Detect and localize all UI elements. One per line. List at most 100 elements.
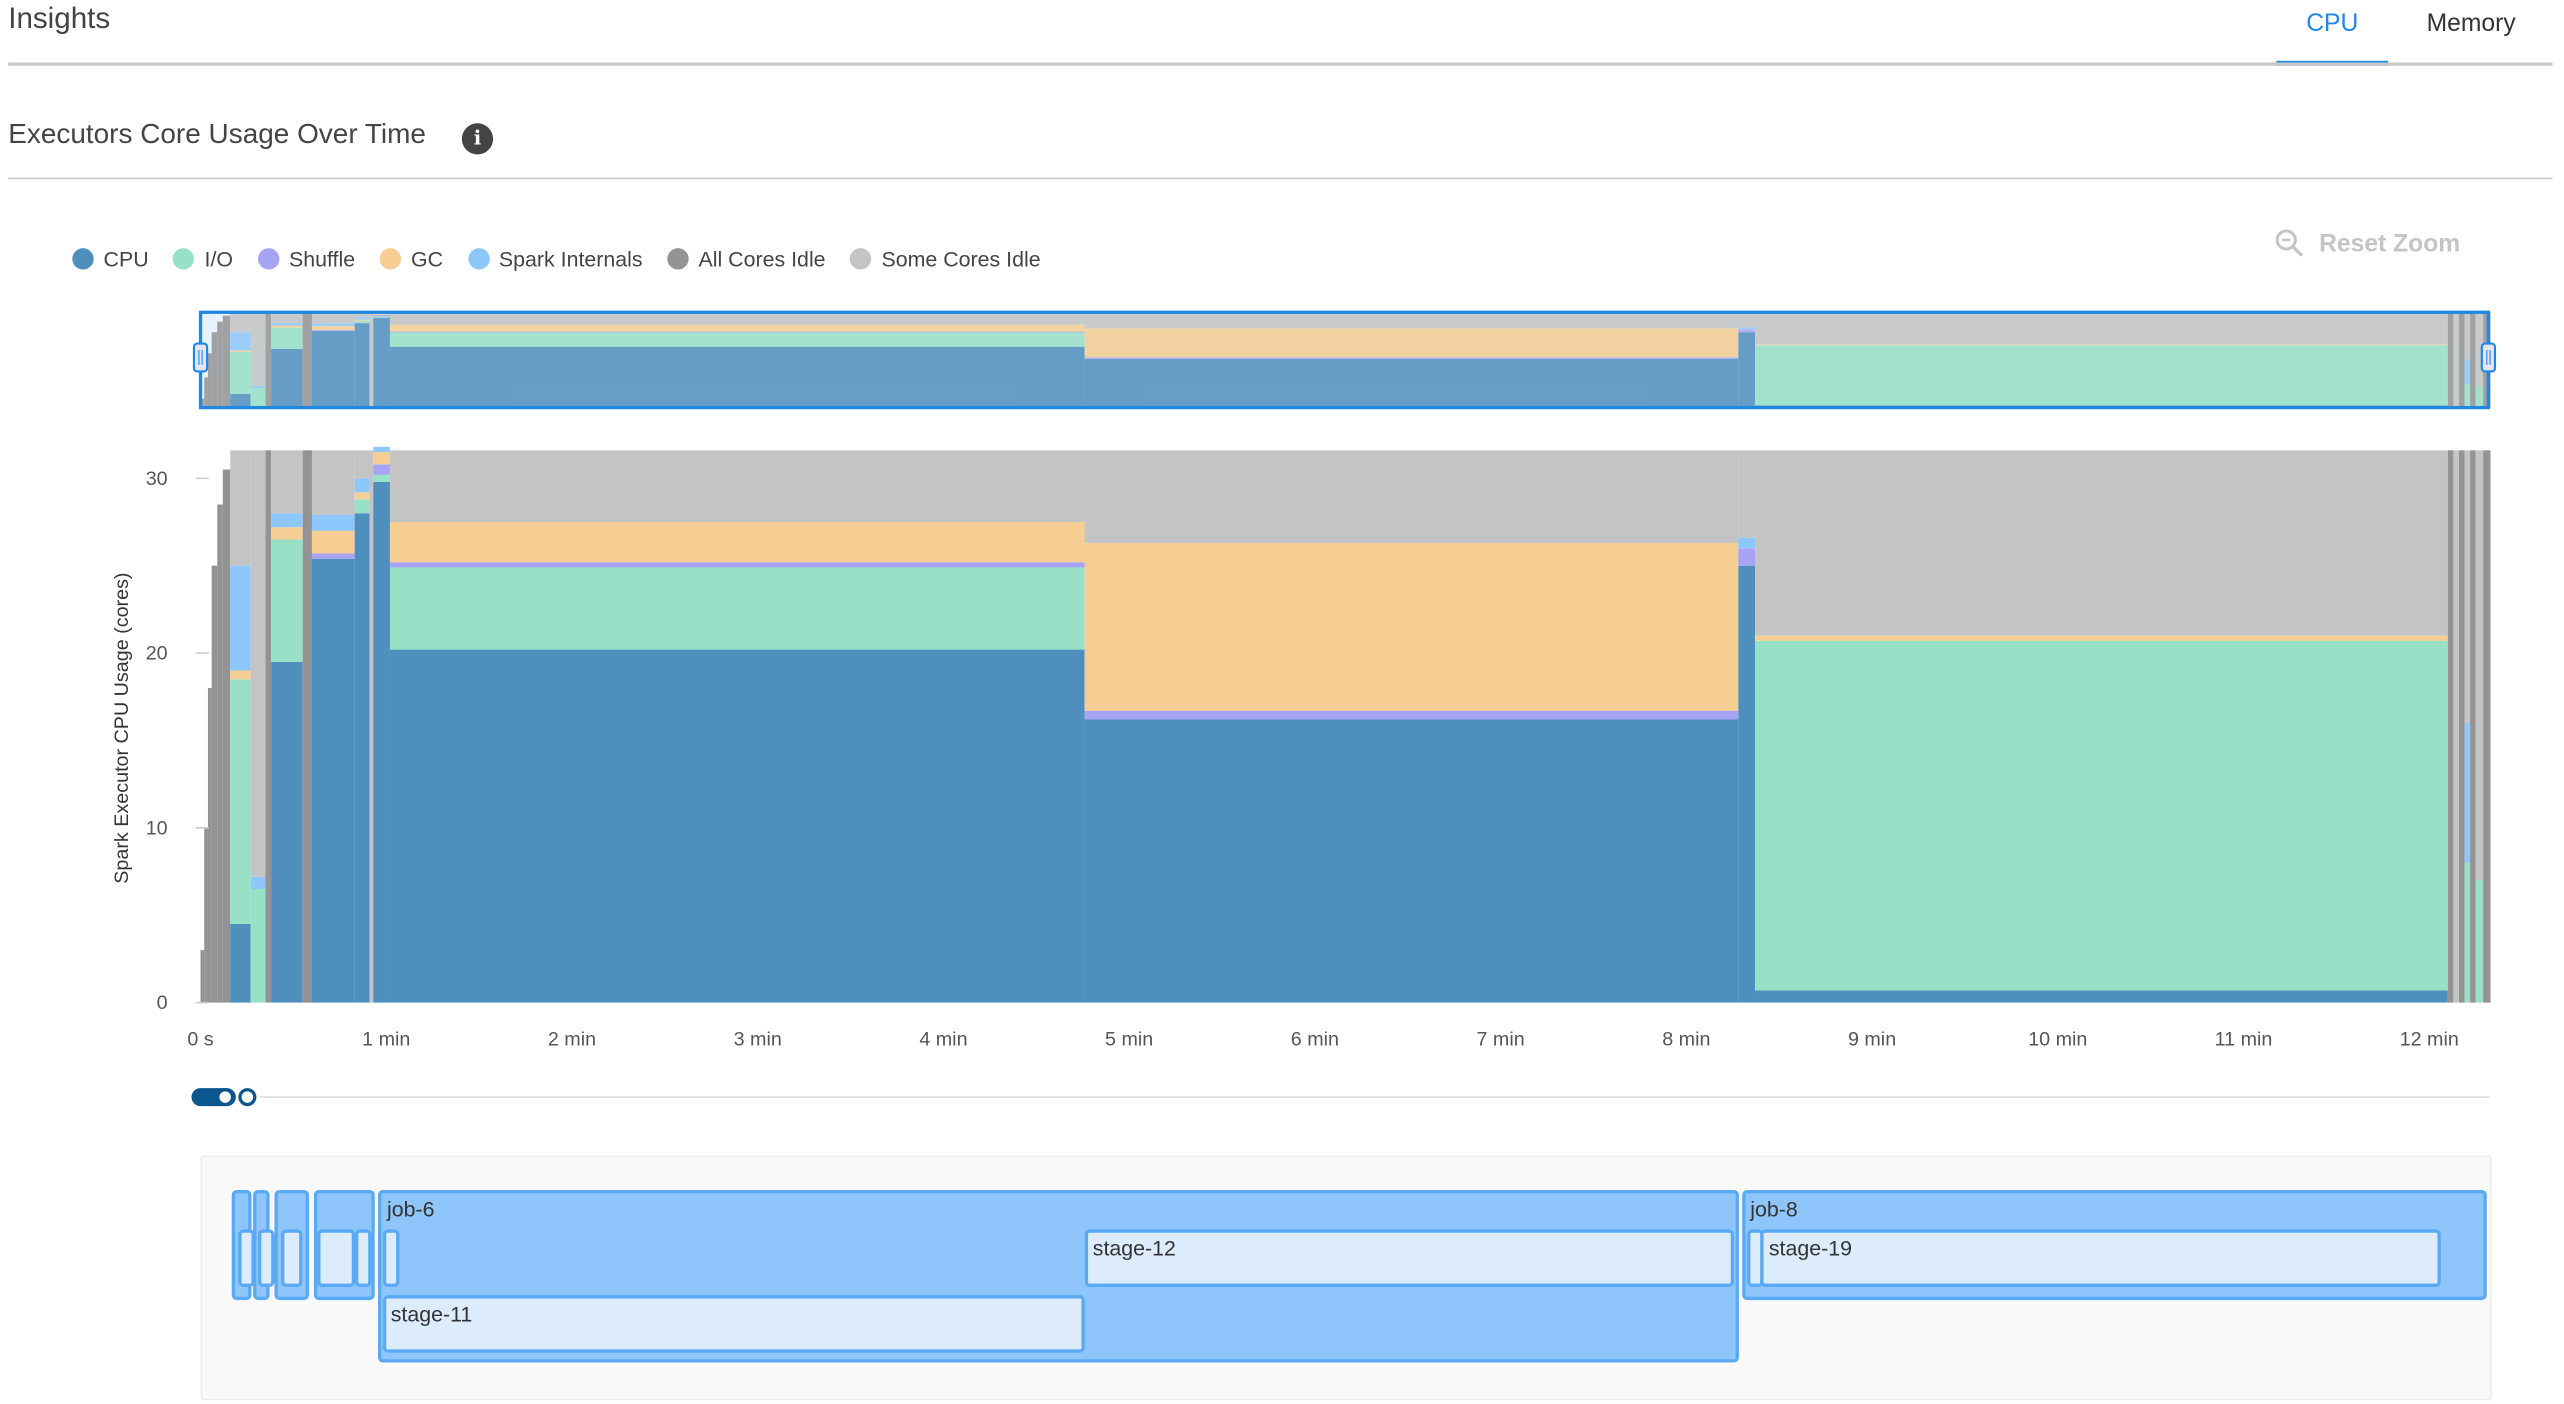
gc-segment — [389, 521, 1085, 563]
x-tick-label: 5 min — [1105, 1028, 1153, 1050]
x-tick-label: 12 min — [2400, 1028, 2459, 1050]
all_idle-segment-navigator — [204, 377, 208, 408]
legend-item-io[interactable]: I/O — [173, 246, 234, 272]
io-segment-navigator — [2475, 386, 2484, 408]
stage-bar[interactable] — [354, 1229, 372, 1287]
some_idle-segment-navigator — [230, 312, 251, 333]
app-title: Insights — [8, 1, 111, 35]
legend-item-all_idle[interactable]: All Cores Idle — [667, 246, 826, 272]
gc-segment-navigator — [271, 325, 303, 328]
some_idle-segment-navigator — [311, 312, 355, 324]
right-navigator-handle[interactable] — [2480, 342, 2497, 373]
all_idle-segment — [2458, 450, 2465, 1003]
core-usage-chart[interactable]: 0 10 20 30 0 s 1 min 2 min 3 min 4 min 5 min 6 min… — [0, 0, 2564, 1151]
some_idle-segment — [2453, 450, 2459, 1003]
zoom-out-icon — [2275, 229, 2304, 257]
x-tick-label: 7 min — [1476, 1028, 1524, 1050]
cpu-segment — [354, 513, 370, 1003]
stage-bar[interactable] — [237, 1229, 255, 1287]
si-segment — [250, 876, 266, 890]
some_idle-segment-navigator — [389, 312, 1085, 325]
all_idle-segment-navigator — [207, 353, 212, 408]
legend-item-cpu[interactable]: CPU — [72, 247, 149, 271]
legend-item-some_idle[interactable]: Some Cores Idle — [850, 247, 1041, 271]
main-plot[interactable] — [200, 446, 2491, 1003]
legend-label: I/O — [204, 246, 234, 272]
x-tick-label: 3 min — [734, 1028, 782, 1050]
all_idle-segment-navigator — [2458, 312, 2465, 408]
job-label: job-6 — [387, 1196, 435, 1222]
stage-bar[interactable]: stage-11 — [382, 1295, 1085, 1353]
shuffle-segment-navigator — [311, 330, 355, 331]
y-tick-label: 0 — [157, 992, 168, 1014]
y-tick-label: 30 — [146, 468, 168, 490]
x-tick-label: 0 s — [187, 1028, 213, 1050]
timeline-toggle[interactable] — [191, 1086, 260, 1107]
left-navigator-handle[interactable] — [192, 342, 209, 373]
stage-label: stage-12 — [1092, 1235, 1176, 1261]
tab-memory[interactable]: Memory — [2426, 9, 2516, 38]
all_idle-segment — [265, 450, 272, 1003]
some_idle-segment-navigator — [354, 312, 370, 318]
some_idle-segment-navigator — [1084, 312, 1739, 329]
io-segment-navigator — [271, 327, 303, 349]
shuffle-segment — [1084, 710, 1739, 720]
x-tick-label: 2 min — [548, 1028, 596, 1050]
si-segment — [230, 565, 251, 671]
gc-segment — [354, 492, 370, 500]
gc-segment-navigator — [311, 326, 355, 331]
jobs-stages-timeline: job-6 job-8 stage-11 stage-12 stage-19 — [200, 1155, 2492, 1401]
all_idle-segment-navigator — [217, 321, 223, 408]
stage-bar[interactable] — [258, 1229, 275, 1287]
reset-zoom-button[interactable]: Reset Zoom — [2275, 228, 2460, 258]
legend-item-si[interactable]: Spark Internals — [467, 247, 643, 271]
stage-bar[interactable] — [280, 1229, 303, 1287]
some_idle-segment — [389, 450, 1085, 522]
io-segment — [389, 567, 1085, 650]
reset-zoom-label: Reset Zoom — [2319, 229, 2461, 258]
legend-dot-icon — [257, 248, 280, 270]
stage-bar[interactable]: stage-19 — [1760, 1229, 2441, 1287]
cpu-segment-navigator — [1738, 332, 1756, 408]
legend-item-shuffle[interactable]: Shuffle — [257, 247, 355, 271]
gc-segment-navigator — [354, 319, 370, 321]
si-segment-navigator — [230, 332, 251, 351]
shuffle-segment — [389, 562, 1085, 568]
shuffle-segment — [1738, 548, 1756, 566]
some_idle-segment — [311, 450, 355, 516]
io-segment — [354, 499, 370, 514]
all_idle-segment-navigator — [302, 312, 312, 408]
shuffle-segment — [311, 553, 355, 559]
info-icon[interactable]: i — [461, 123, 494, 155]
all_idle-segment-navigator — [2470, 312, 2476, 408]
stage-bar[interactable]: stage-12 — [1084, 1229, 1735, 1287]
si-segment — [354, 478, 370, 493]
navigator[interactable] — [192, 310, 2497, 410]
shuffle-segment-navigator — [373, 314, 390, 317]
legend-label: All Cores Idle — [698, 246, 826, 272]
io-segment — [2475, 880, 2484, 1003]
timeline-divider — [259, 1096, 2491, 1098]
y-tick-label: 20 — [146, 643, 168, 665]
shuffle-segment-navigator — [389, 331, 1085, 333]
legend-dot-icon — [667, 248, 689, 270]
some_idle-segment-navigator — [271, 312, 303, 324]
all_idle-segment — [207, 688, 212, 1003]
stage-bar[interactable] — [317, 1229, 355, 1287]
some_idle-segment — [230, 450, 251, 566]
x-tick-label: 6 min — [1291, 1028, 1339, 1050]
si-segment-navigator — [1738, 327, 1756, 330]
section-divider — [8, 177, 2553, 180]
some_idle-segment — [1084, 450, 1739, 543]
chart-legend: CPU I/O Shuffle GC Spark Internals All Cores … — [72, 246, 1065, 272]
si-segment — [1738, 537, 1756, 549]
io-segment-navigator — [2464, 383, 2471, 408]
legend-dot-icon — [850, 248, 872, 270]
all_idle-segment-navigator — [200, 398, 205, 408]
legend-item-gc[interactable]: GC — [379, 247, 443, 271]
job-label: job-8 — [1750, 1196, 1798, 1222]
all_idle-segment — [217, 504, 223, 1003]
si-segment — [373, 446, 390, 453]
stage-bar[interactable] — [382, 1229, 400, 1287]
si-segment — [311, 515, 355, 531]
